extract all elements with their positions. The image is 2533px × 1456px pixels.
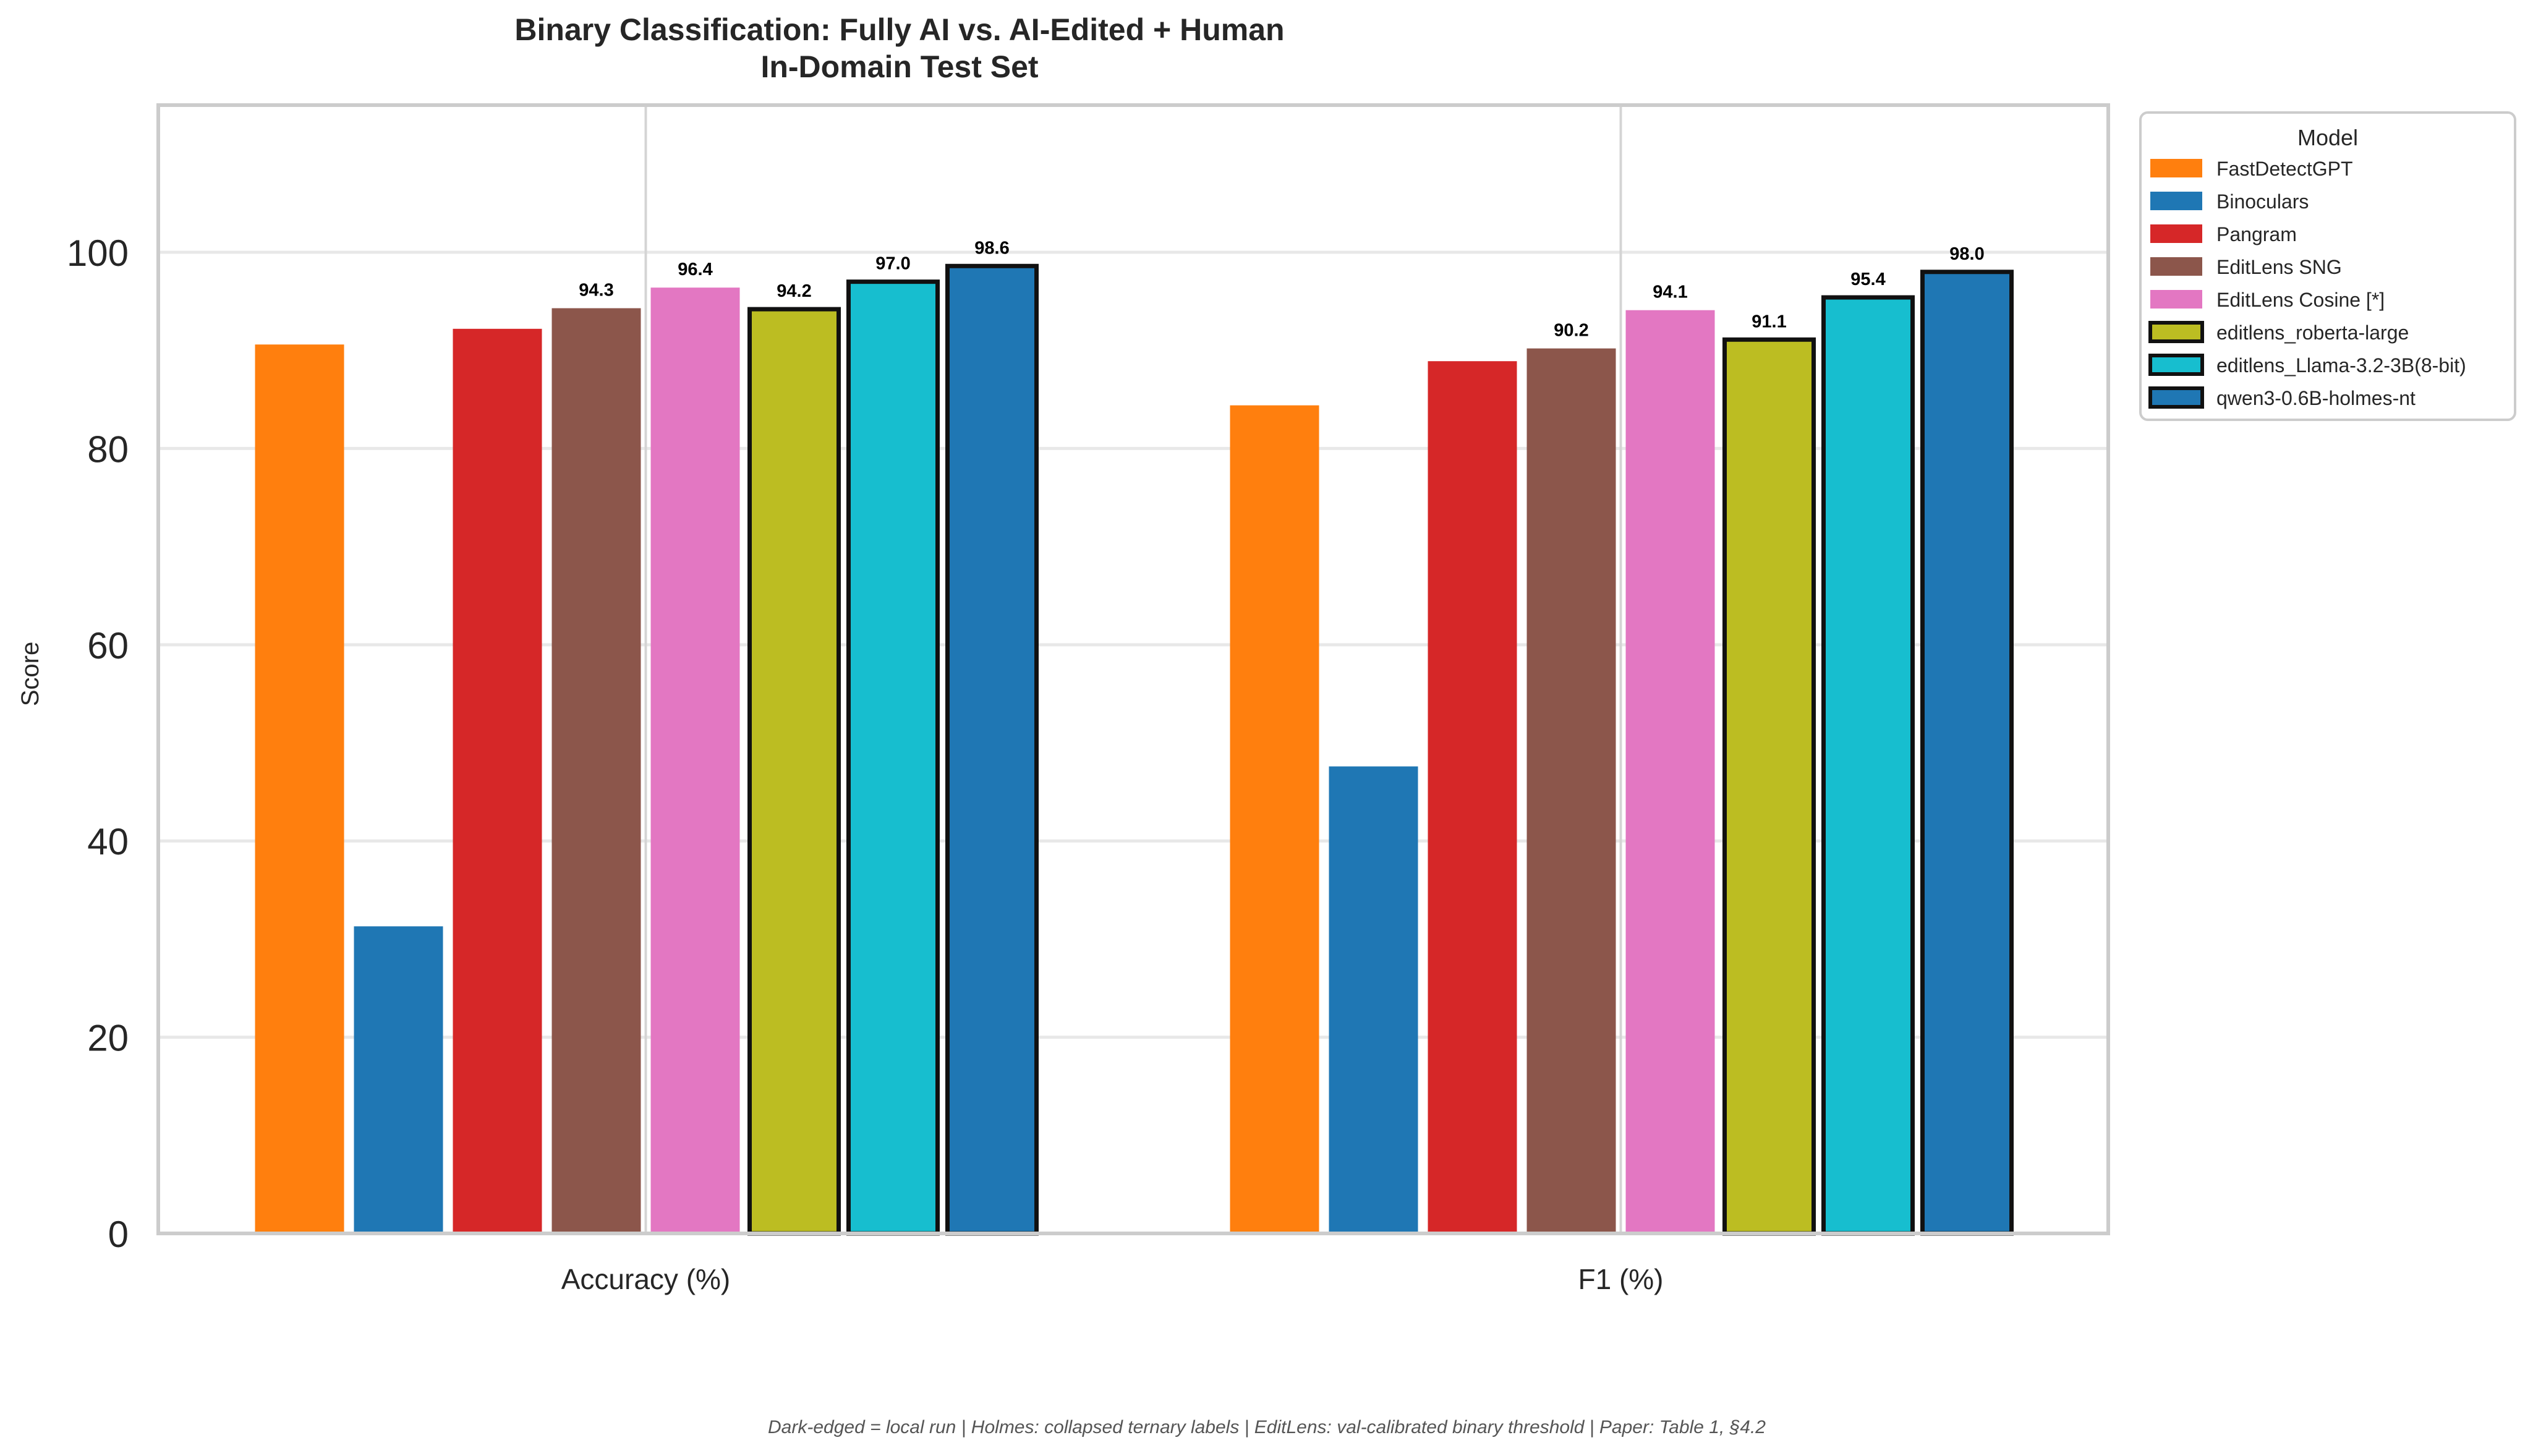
- legend-label: Pangram: [2216, 223, 2297, 245]
- legend-swatch: [2148, 354, 2204, 376]
- y-tick-label: 20: [87, 1018, 129, 1059]
- bar-editlens-llama-3-2-3b-8-bit-f1: [1821, 295, 1915, 1236]
- bar-binoculars-accuracy: [354, 926, 443, 1233]
- bar-pangram-accuracy: [453, 328, 542, 1233]
- legend-item: EditLens SNG: [2150, 256, 2342, 278]
- legend-label: editlens_Llama-3.2-3B(8-bit): [2216, 354, 2466, 377]
- y-tick-label: 0: [108, 1214, 129, 1255]
- value-labels: 94.3 96.4 94.2 97.0 98.6 90.2 94.1 91.1 95.4 98.0: [579, 238, 1984, 340]
- bar-value-label: 94.2: [777, 281, 811, 301]
- bar-editlens-cosine-accuracy: [650, 287, 740, 1233]
- legend-label: EditLens SNG: [2216, 256, 2342, 278]
- y-tick-labels: 0 20 40 60 80 100: [67, 232, 129, 1255]
- bar-fastdetectgpt-f1: [1230, 405, 1319, 1234]
- legend-item: Binoculars: [2150, 190, 2309, 213]
- y-tick-label: 60: [87, 625, 129, 666]
- legend-label: editlens_roberta-large: [2216, 321, 2409, 344]
- bar-value-label: 98.0: [1949, 244, 1984, 264]
- legend-label: EditLens Cosine [*]: [2216, 289, 2385, 311]
- legend-item: editlens_Llama-3.2-3B(8-bit): [2148, 354, 2466, 377]
- legend-title: Model: [2297, 125, 2358, 150]
- y-tick-label: 40: [87, 821, 129, 862]
- legend-swatch: [2150, 290, 2202, 309]
- bar-pangram-f1: [1428, 361, 1517, 1233]
- legend-swatch: [2150, 257, 2202, 276]
- bars: [255, 263, 2014, 1236]
- bar-value-label: 97.0: [875, 254, 910, 274]
- bar-editlens-roberta-large-accuracy: [747, 307, 841, 1236]
- chart-title: Binary Classification: Fully AI vs. AI-E…: [514, 12, 1284, 47]
- legend-item: Pangram: [2150, 223, 2297, 245]
- bar-value-label: 96.4: [678, 260, 712, 279]
- footnote: Dark-edged = local run | Holmes: collaps…: [768, 1417, 1766, 1437]
- bar-fastdetectgpt-accuracy: [255, 344, 344, 1233]
- x-tick-label: F1 (%): [1578, 1263, 1664, 1295]
- bar-editlens-sng-accuracy: [551, 308, 641, 1233]
- legend-label: qwen3-0.6B-holmes-nt: [2216, 387, 2416, 409]
- chart-subtitle: In-Domain Test Set: [760, 49, 1038, 84]
- bar-qwen3-0-6b-holmes-nt-accuracy: [945, 263, 1039, 1236]
- legend-label: FastDetectGPT: [2216, 158, 2353, 180]
- legend-swatch: [2148, 321, 2204, 343]
- bar-editlens-cosine-f1: [1625, 310, 1715, 1233]
- bar-qwen3-0-6b-holmes-nt-f1: [1920, 270, 2014, 1236]
- bar-value-label: 94.1: [1653, 283, 1687, 302]
- legend-frame: [2139, 111, 2516, 421]
- legend-swatch: [2150, 159, 2202, 177]
- bar-value-label: 94.3: [579, 281, 613, 300]
- legend-swatch: [2150, 224, 2202, 243]
- bar-editlens-sng-f1: [1526, 348, 1616, 1234]
- bar-value-label: 91.1: [1752, 312, 1786, 331]
- bar-value-label: 98.6: [974, 238, 1009, 258]
- x-tick-labels: Accuracy (%) F1 (%): [561, 1263, 1664, 1295]
- bar-binoculars-f1: [1329, 766, 1418, 1233]
- bar-value-label: 95.4: [1850, 270, 1885, 289]
- y-tick-label: 80: [87, 428, 129, 470]
- y-tick-label: 100: [67, 232, 129, 274]
- legend-item: EditLens Cosine [*]: [2150, 289, 2385, 311]
- legend: Model FastDetectGPT Binoculars Pangram Edit…: [2139, 111, 2516, 421]
- legend-swatch: [2150, 192, 2202, 210]
- plot-frame: [156, 103, 2110, 1235]
- legend-label: Binoculars: [2216, 190, 2309, 213]
- y-axis-label: Score: [17, 642, 44, 707]
- legend-item: FastDetectGPT: [2150, 158, 2353, 180]
- bar-editlens-roberta-large-f1: [1722, 337, 1816, 1236]
- bar-editlens-llama-3-2-3b-8-bit-accuracy: [846, 279, 940, 1236]
- legend-item: editlens_roberta-large: [2148, 321, 2409, 344]
- legend-items: FastDetectGPT Binoculars Pangram EditLens S…: [2148, 158, 2466, 409]
- legend-item: qwen3-0.6B-holmes-nt: [2148, 386, 2416, 409]
- x-tick-label: Accuracy (%): [561, 1263, 730, 1295]
- bar-value-label: 90.2: [1554, 321, 1588, 341]
- legend-swatch: [2148, 386, 2204, 409]
